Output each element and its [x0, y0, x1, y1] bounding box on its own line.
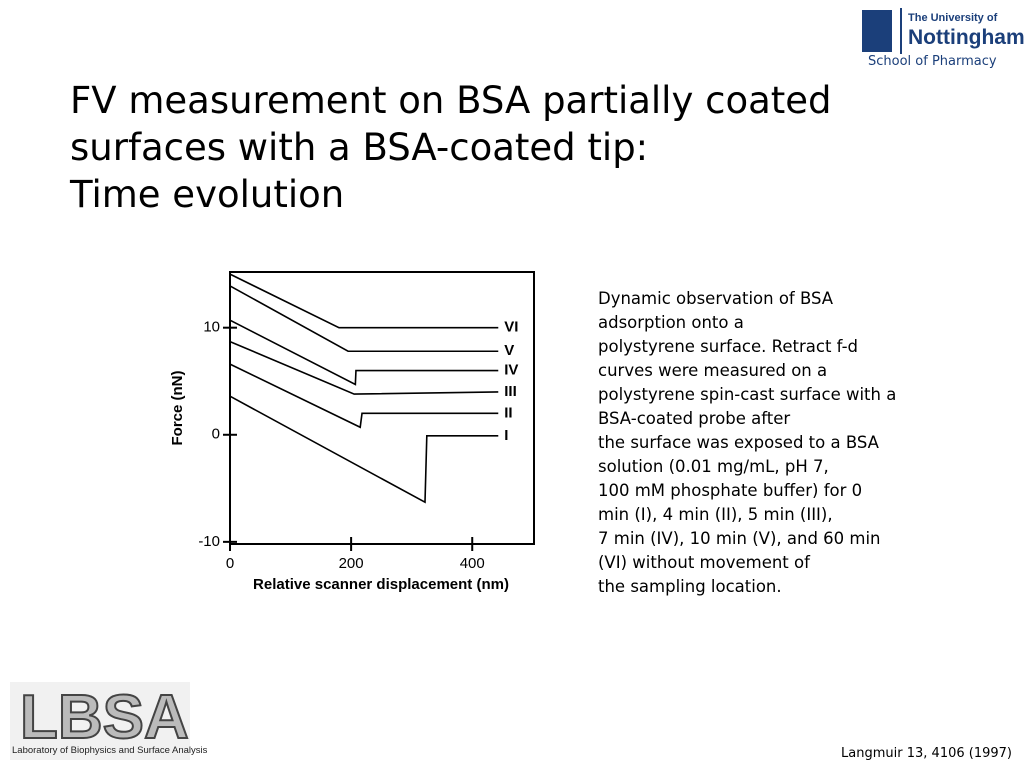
title-line: Time evolution: [70, 173, 345, 216]
x-axis-label: Relative scanner displacement (nm): [253, 576, 509, 593]
y-tick-label: 0: [212, 426, 220, 443]
description-line: adsorption onto a: [598, 313, 744, 332]
university-line: The University of: [908, 12, 998, 24]
logo-caption: Laboratory of Biophysics and Surface Ana…: [12, 745, 208, 756]
curve: [229, 395, 499, 504]
plot-frame: [229, 271, 535, 545]
curve: [229, 363, 499, 429]
curve-label: V: [504, 342, 514, 359]
logo-divider: [900, 8, 902, 54]
description: Dynamic observation of BSA adsorption ont…: [598, 287, 896, 599]
logo-crest: [862, 10, 892, 52]
y-axis-label: Force (nN): [169, 370, 186, 445]
description-line: min (I), 4 min (II), 5 min (III),: [598, 505, 833, 524]
curve: [229, 319, 499, 386]
description-line: the surface was exposed to a BSA: [598, 433, 879, 452]
school-name: School of Pharmacy: [868, 54, 997, 69]
x-tick-label: 0: [226, 555, 234, 572]
description-line: 7 min (IV), 10 min (V), and 60 min: [598, 529, 881, 548]
title-line: surfaces with a BSA-coated tip:: [70, 126, 649, 169]
description-line: polystyrene spin-cast surface with a: [598, 385, 897, 404]
curve: [229, 273, 499, 329]
university-logo: The University of Nottingham School of P…: [862, 6, 1024, 76]
curve-label: IV: [504, 361, 518, 378]
curve: [229, 340, 499, 395]
title-line: FV measurement on BSA partially coated: [70, 79, 832, 122]
description-line: the sampling location.: [598, 577, 782, 596]
description-line: (VI) without movement of: [598, 553, 810, 572]
logo-text: LBSA: [19, 682, 190, 753]
curve-label: II: [504, 404, 512, 421]
y-tick-label: 10: [203, 319, 220, 336]
slide-title: FV measurement on BSA partially coated su…: [70, 77, 832, 218]
university-name: Nottingham: [908, 26, 1024, 49]
description-line: Dynamic observation of BSA: [598, 289, 834, 308]
curve-label: VI: [504, 319, 518, 336]
curve-label: III: [504, 383, 517, 400]
description-line: BSA-coated probe after: [598, 409, 791, 428]
description-line: curves were measured on a: [598, 361, 828, 380]
x-tick-label: 200: [339, 555, 364, 572]
x-tick-label: 400: [460, 555, 485, 572]
lbsa-logo: LBSA Laboratory of Biophysics and Surfac…: [10, 682, 207, 760]
description-line: 100 mM phosphate buffer) for 0: [598, 481, 863, 500]
description-line: solution (0.01 mg/mL, pH 7,: [598, 457, 829, 476]
curve-label: I: [504, 427, 508, 444]
description-line: polystyrene surface. Retract f-d: [598, 337, 859, 356]
citation: Langmuir 13, 4106 (1997): [841, 746, 1012, 761]
y-tick-label: -10: [198, 533, 220, 550]
curve: [229, 285, 499, 353]
